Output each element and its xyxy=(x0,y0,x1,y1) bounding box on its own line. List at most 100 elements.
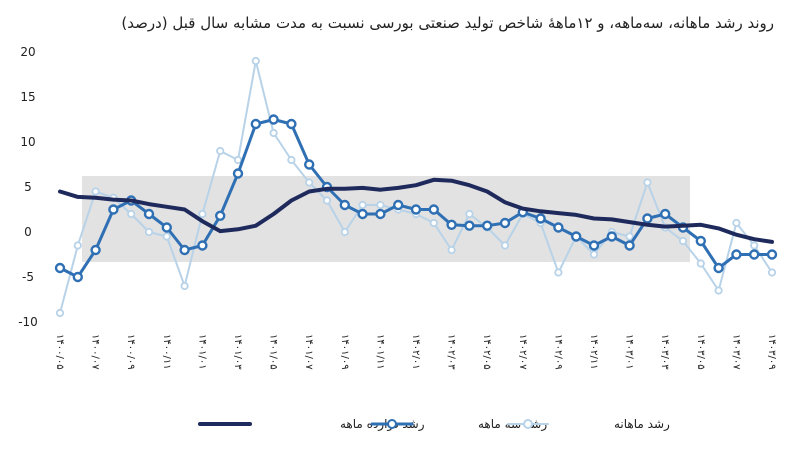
x-tick-label: ۱۴۰۰/۱۱ xyxy=(161,334,172,370)
data-point xyxy=(447,245,456,255)
legend-marker xyxy=(387,419,397,429)
data-point xyxy=(643,178,652,187)
data-point xyxy=(410,204,422,215)
x-tick-label: ۱۴۰۲/۰۳ xyxy=(446,334,457,370)
data-point xyxy=(197,240,208,251)
data-point xyxy=(428,204,439,215)
x-axis: ۱۴۰۰/۰۵ ۱۴۰۰/۰۷ ۱۴۰۰/۰۹ ۱۴۰۰/۱۱ ۱۴۰۱/۰۱ ۱۴۰۱/… xyxy=(54,334,777,370)
x-tick-label: ۱۴۰۰/۰۷ xyxy=(90,334,101,370)
series-1 xyxy=(54,114,778,283)
data-point xyxy=(393,199,404,211)
y-tick-label: 0 xyxy=(24,225,32,239)
legend-item: رشد ماهانه xyxy=(507,417,670,432)
legend-label: رشد ماهانه xyxy=(614,417,670,432)
data-point xyxy=(731,249,742,260)
data-point xyxy=(660,208,671,220)
data-point xyxy=(357,208,368,220)
data-point xyxy=(198,209,207,219)
data-point xyxy=(375,208,386,220)
data-point xyxy=(625,232,634,241)
data-point xyxy=(91,187,100,196)
data-point xyxy=(286,118,297,130)
y-tick-label: 20 xyxy=(20,45,35,59)
data-point xyxy=(732,218,741,228)
x-tick-label: ۱۴۰۲/۰۱ xyxy=(410,334,421,370)
data-point xyxy=(73,241,82,250)
data-point xyxy=(750,241,759,250)
y-tick-label: -5 xyxy=(22,270,34,284)
data-point xyxy=(376,200,385,210)
x-tick-label: ۱۴۰۰/۰۵ xyxy=(54,334,65,370)
data-point xyxy=(606,231,617,242)
data-point xyxy=(429,218,438,228)
data-point xyxy=(535,213,546,224)
data-point xyxy=(465,209,474,219)
legend-marker xyxy=(523,419,533,429)
x-tick-label: ۱۴۰۰/۰۹ xyxy=(125,334,136,370)
x-tick-label: ۱۴۰۲/۰۷ xyxy=(517,334,528,370)
data-point xyxy=(642,213,653,224)
data-point xyxy=(233,155,243,165)
x-tick-label: ۱۴۰۲/۰۹ xyxy=(552,334,563,370)
x-tick-label: ۱۴۰۱/۰۱ xyxy=(196,334,207,370)
data-point xyxy=(358,200,367,210)
data-point xyxy=(339,199,350,211)
x-tick-label: ۱۴۰۳/۰۹ xyxy=(766,334,777,370)
data-point xyxy=(571,231,582,242)
data-point xyxy=(678,236,688,246)
data-point xyxy=(554,268,563,277)
data-point xyxy=(162,232,171,241)
data-point xyxy=(143,208,155,220)
data-point xyxy=(464,220,475,231)
y-tick-label: 15 xyxy=(20,90,35,104)
x-tick-label: ۱۴۰۱/۰۵ xyxy=(268,334,279,370)
x-tick-label: ۱۴۰۳/۰۱ xyxy=(624,334,635,370)
data-point xyxy=(713,262,724,274)
data-point xyxy=(214,210,226,222)
x-tick-label: ۱۴۰۳/۰۳ xyxy=(659,334,670,370)
data-point xyxy=(446,219,457,231)
data-point xyxy=(250,118,262,130)
x-tick-label: ۱۴۰۱/۰۳ xyxy=(232,334,243,370)
data-point xyxy=(589,250,599,259)
data-point xyxy=(90,244,101,256)
x-tick-label: ۱۴۰۳/۰۷ xyxy=(730,334,741,370)
data-point xyxy=(232,168,244,179)
data-point xyxy=(322,196,332,205)
data-point xyxy=(108,204,119,215)
y-axis: 20 15 10 5 0 -5 -10 xyxy=(18,45,38,329)
data-point xyxy=(695,235,706,247)
data-point xyxy=(127,209,136,219)
y-tick-label: -10 xyxy=(18,315,38,329)
series-line xyxy=(58,177,774,244)
data-point xyxy=(500,241,510,250)
data-point xyxy=(180,281,189,291)
data-point xyxy=(216,146,225,156)
data-point xyxy=(144,227,154,237)
chart-title: روند رشد ماهانه، سه‌ماهه، و ۱۲ماههٔ شاخص… xyxy=(121,14,774,32)
data-point xyxy=(72,271,84,283)
legend: رشد دوازده ماهه رشد سه ماهه رشد ماهانه xyxy=(198,417,670,432)
data-point xyxy=(499,217,511,229)
data-point xyxy=(766,249,778,260)
data-point xyxy=(179,244,190,256)
data-point xyxy=(268,114,279,125)
x-tick-label: ۱۴۰۱/۰۹ xyxy=(339,334,350,370)
data-point xyxy=(304,159,315,170)
data-point xyxy=(482,220,493,231)
x-tick-label: ۱۴۰۱/۰۷ xyxy=(303,334,314,370)
data-point xyxy=(749,249,760,260)
data-point xyxy=(588,240,600,251)
data-point xyxy=(287,155,296,165)
data-point xyxy=(305,178,314,187)
data-point xyxy=(269,128,278,138)
series-0 xyxy=(58,177,774,244)
x-tick-label: ۱۴۰۱/۱۱ xyxy=(374,334,385,370)
data-point xyxy=(54,262,66,274)
y-tick-label: 5 xyxy=(24,180,32,194)
data-point xyxy=(553,222,564,233)
data-point xyxy=(340,227,349,237)
data-point xyxy=(696,259,705,268)
x-tick-label: ۱۴۰۲/۰۵ xyxy=(481,334,492,370)
